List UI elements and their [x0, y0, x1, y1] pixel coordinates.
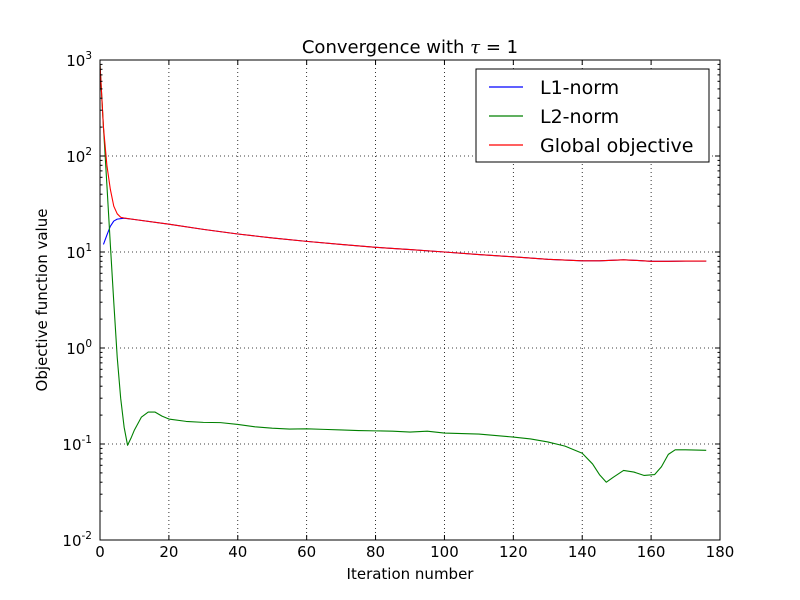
- x-tick-label: 140: [568, 543, 597, 561]
- series-line-l2-norm: [100, 64, 707, 483]
- x-tick-label: 60: [297, 543, 316, 561]
- y-tick-label: 10-1: [62, 434, 92, 454]
- y-tick-label: 103: [66, 50, 92, 70]
- x-tick-label: 160: [637, 543, 666, 561]
- x-tick-label: 0: [95, 543, 105, 561]
- legend-label-global-objective: Global objective: [540, 135, 693, 157]
- y-tick-label: 102: [66, 146, 92, 166]
- legend: L1-norm L2-norm Global objective: [475, 68, 710, 163]
- x-tick-label: 100: [430, 543, 459, 561]
- legend-label-l1-norm: L1-norm: [540, 77, 619, 99]
- x-tick-label: 120: [499, 543, 528, 561]
- x-tick-label: 80: [366, 543, 385, 561]
- series-layer: [100, 64, 707, 483]
- x-axis-label: Iteration number: [347, 565, 475, 583]
- x-tick-labels: 0 20 40 60 80 100 120 140 160 180: [95, 543, 734, 561]
- y-tick-label: 10-2: [62, 530, 92, 550]
- chart-title: Convergence with τ = 1: [302, 37, 518, 58]
- series-line-global-objective: [100, 64, 707, 262]
- ticks: [99, 59, 721, 541]
- x-tick-label: 180: [706, 543, 735, 561]
- plot-frame: [99, 59, 721, 541]
- y-tick-label: 101: [66, 242, 92, 262]
- y-axis-label: Objective function value: [33, 209, 51, 392]
- y-tick-label: 100: [66, 338, 92, 358]
- x-tick-label: 20: [159, 543, 178, 561]
- x-tick-label: 40: [228, 543, 247, 561]
- legend-label-l2-norm: L2-norm: [540, 106, 619, 128]
- y-tick-labels: 10-2 10-1 100 101 102 103: [62, 50, 92, 550]
